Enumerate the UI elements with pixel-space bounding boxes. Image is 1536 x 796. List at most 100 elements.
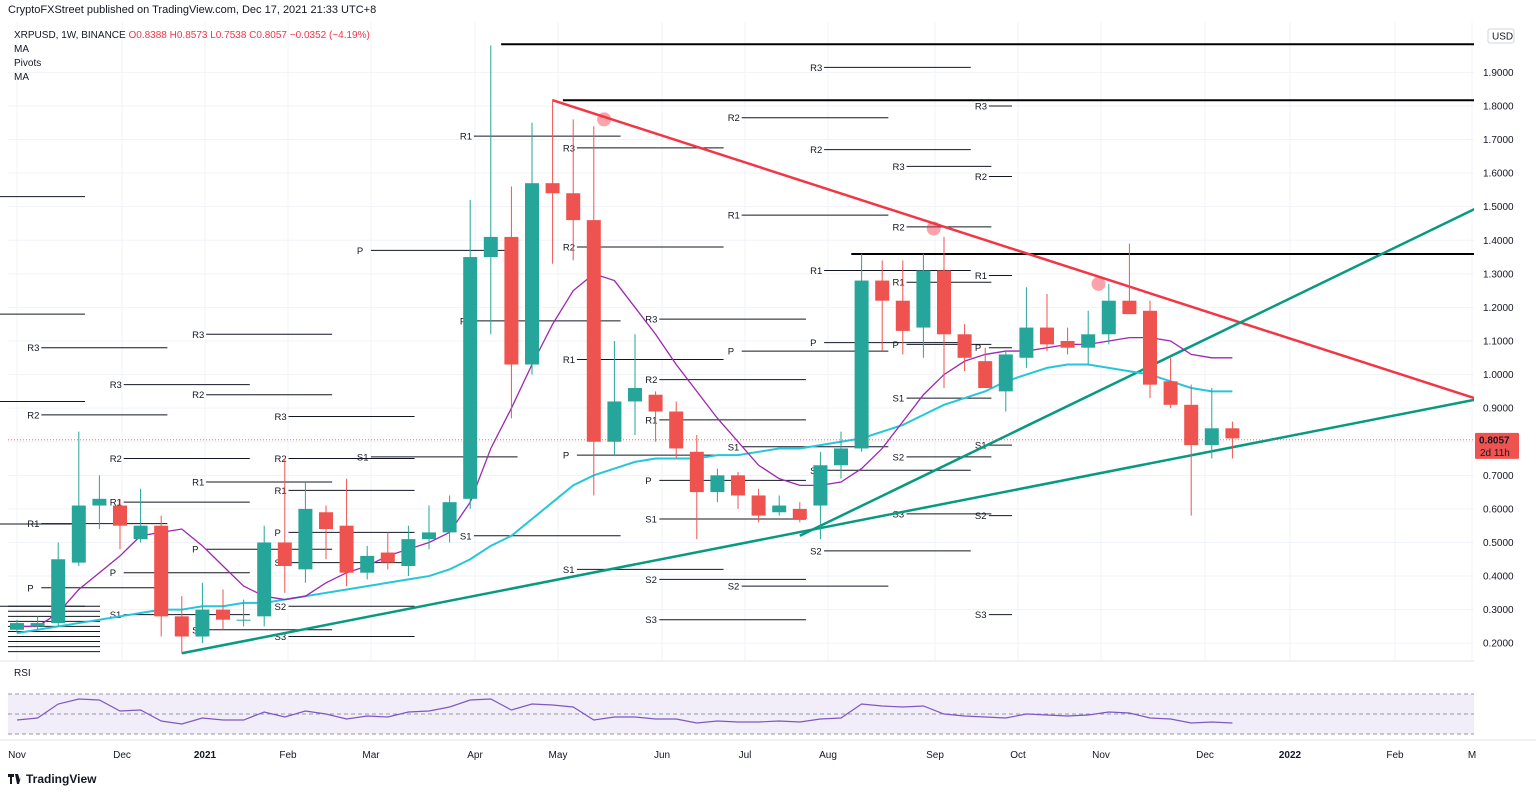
price-axis-bg	[1474, 0, 1536, 760]
candle-body	[813, 465, 828, 506]
candle-body	[504, 236, 519, 365]
candle	[1204, 388, 1219, 459]
candle-body	[360, 555, 375, 573]
x-tick-label: Sep	[926, 750, 944, 761]
candle-body	[298, 508, 313, 570]
touch-point-marker	[1091, 276, 1106, 291]
y-tick-label: 0.9000	[1483, 404, 1514, 415]
candle-body	[133, 525, 148, 540]
candle	[339, 478, 354, 587]
pivot-label: R2	[192, 390, 204, 401]
candle	[483, 45, 498, 335]
candle	[71, 431, 86, 566]
pivot-label: R1	[975, 271, 987, 282]
pivot-label: P	[645, 476, 651, 487]
y-tick-label: 0.4000	[1483, 572, 1514, 583]
pivot-label: R1	[460, 132, 472, 143]
tradingview-brand: TradingView	[26, 772, 97, 786]
candle-body	[895, 300, 910, 331]
symbol-legend: XRPUSD, 1W, BINANCE O0.8388 H0.8573 L0.7…	[14, 30, 370, 41]
candle-body	[916, 270, 931, 328]
candle-body	[998, 354, 1013, 392]
y-tick-label: 1.9000	[1483, 68, 1514, 79]
pivot-label: R1	[275, 486, 287, 497]
pivot-label: S1	[893, 394, 905, 405]
x-tick-label: Nov	[1092, 750, 1110, 761]
candle-body	[669, 411, 684, 449]
candle	[998, 351, 1013, 412]
candle	[504, 186, 519, 419]
candle-body	[422, 532, 436, 540]
candle-body	[628, 388, 642, 402]
candle-body	[1225, 428, 1240, 439]
candle-body	[957, 334, 972, 358]
candle-body	[401, 539, 416, 566]
candle-body	[30, 623, 45, 627]
time-axis[interactable]: Nov Dec 2021 Feb Mar Apr May Jun Jul Aug Sep Oct Nov…	[0, 739, 1536, 761]
y-tick-label: 0.6000	[1483, 504, 1514, 515]
x-tick-label: Oct	[1010, 750, 1026, 761]
pivot-label: R3	[563, 143, 575, 154]
indicator-ma-1[interactable]: MA	[14, 44, 29, 55]
candle-body	[1019, 327, 1034, 358]
price-tags: 0.8057 2d 11h	[8, 432, 1519, 459]
candle	[442, 495, 457, 543]
y-tick-label: 1.7000	[1483, 135, 1514, 146]
indicator-pivots[interactable]: Pivots	[14, 58, 42, 69]
y-tick-label: 0.5000	[1483, 538, 1514, 549]
ohlc-low: L0.7538	[210, 30, 247, 41]
pivot-label: R3	[110, 380, 122, 391]
y-tick-label: 0.3000	[1483, 605, 1514, 616]
candle	[1081, 310, 1096, 365]
bar-countdown-label: 2d 11h	[1480, 448, 1510, 459]
last-price-label: 0.8057	[1479, 435, 1510, 446]
candle	[1101, 283, 1116, 345]
tradingview-logo[interactable]: TradingView	[8, 772, 96, 786]
x-tick-label: Nov	[8, 750, 26, 761]
candlestick-series	[10, 45, 1240, 654]
candle-body	[1143, 310, 1157, 385]
pivot-label: P	[563, 451, 569, 462]
symbol-name: XRPUSD, 1W, BINANCE	[14, 30, 126, 41]
y-tick-label: 1.3000	[1483, 269, 1514, 280]
y-tick-label: 1.0000	[1483, 370, 1514, 381]
y-tick-label: 1.8000	[1483, 101, 1514, 112]
y-tick-label: 1.1000	[1483, 337, 1514, 348]
candle-body	[545, 183, 560, 194]
candle	[545, 99, 560, 264]
candle-body	[463, 257, 478, 499]
pivot-label: S3	[975, 610, 987, 621]
pivot-label: R1	[192, 478, 204, 489]
trendlines[interactable]	[181, 99, 1501, 655]
pivot-label: R2	[27, 410, 39, 421]
candle	[92, 475, 107, 530]
candle	[1122, 243, 1137, 315]
candle-body	[937, 270, 951, 335]
x-tick-label: 2021	[194, 750, 217, 761]
ma-slow-line	[16, 363, 1233, 635]
ma-fast-line	[17, 273, 1233, 628]
rsi-label[interactable]: RSI	[14, 668, 31, 679]
candle	[648, 391, 663, 442]
pivot-label: S2	[645, 575, 657, 586]
pivot-label: S2	[975, 511, 987, 522]
rsi-panel: 75.0050.0025.00	[0, 660, 1536, 746]
candle	[689, 435, 704, 540]
candle	[1019, 287, 1034, 368]
candle	[236, 599, 251, 627]
indicator-ma-2[interactable]: MA	[14, 72, 29, 83]
candle	[1143, 300, 1157, 399]
rsi-line	[16, 698, 1233, 725]
candle	[10, 619, 24, 634]
candle-body	[525, 183, 539, 365]
candle-body	[792, 508, 807, 519]
candle	[463, 199, 478, 509]
price-axis[interactable]: 0.2000 0.3000 0.4000 0.5000 0.6000 0.7000 0.80…	[1474, 0, 1536, 760]
pivot-label: S1	[728, 442, 740, 453]
pivot-label: R1	[563, 355, 575, 366]
candle	[916, 253, 931, 358]
publisher-line: CryptoFXStreet published on TradingView.…	[8, 4, 377, 16]
candle-body	[1101, 300, 1116, 335]
candle	[380, 532, 395, 570]
